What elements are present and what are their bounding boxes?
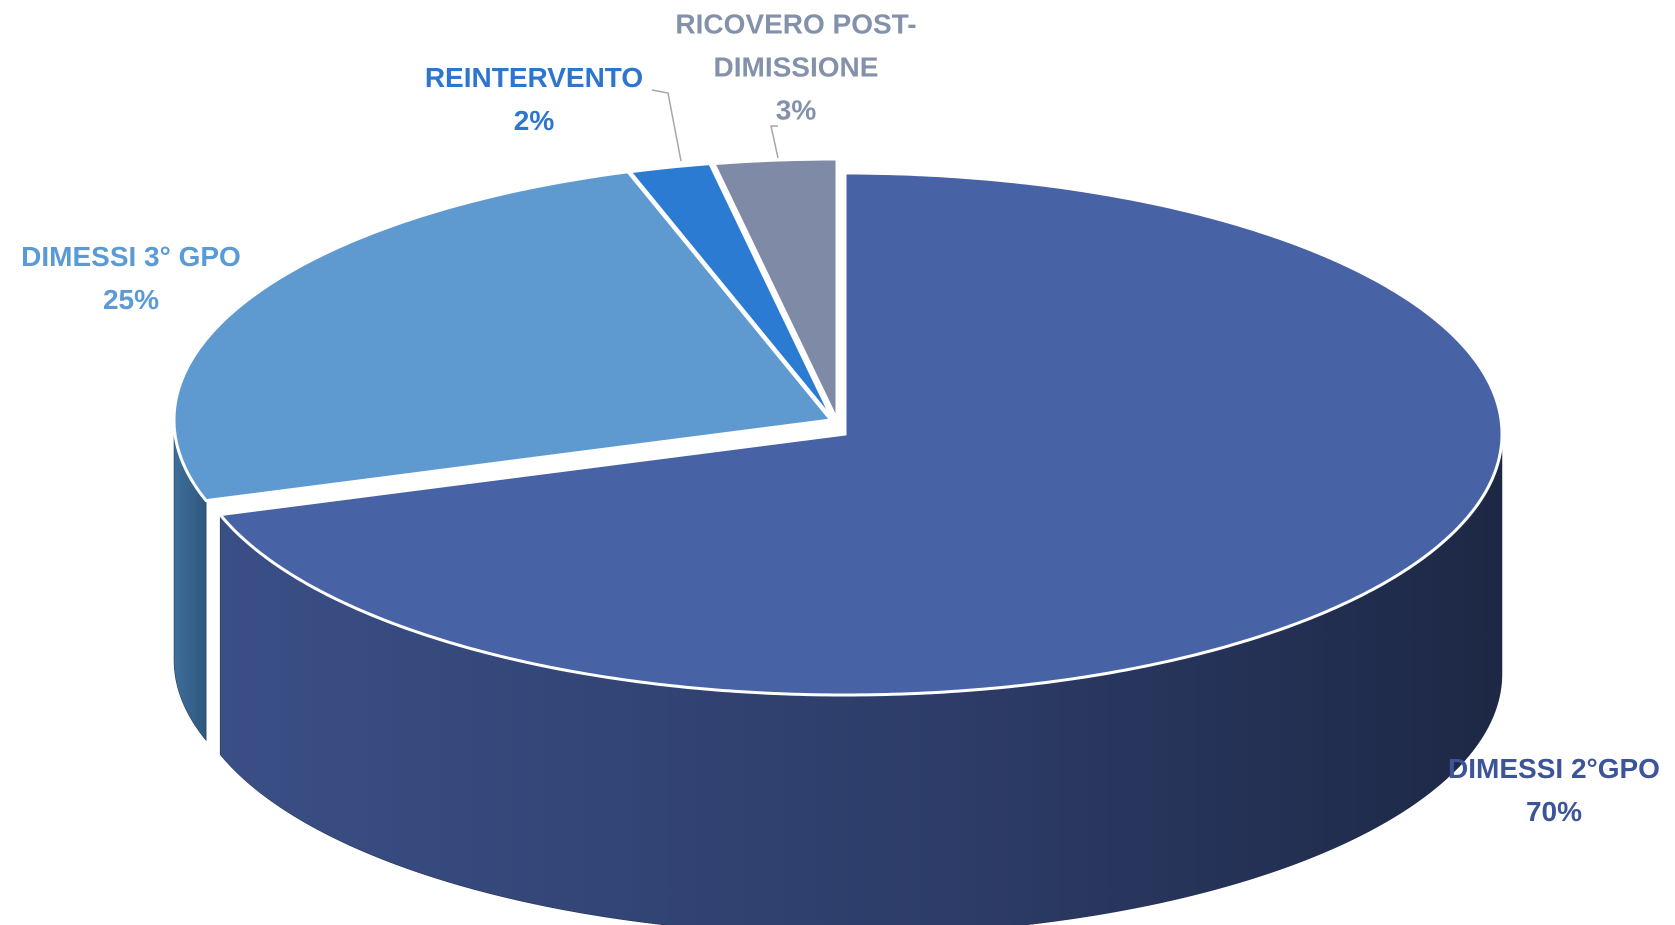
- data-label: REINTERVENTO 2%: [404, 56, 664, 142]
- label-value: 70%: [1525, 796, 1583, 827]
- pie-tops: [172, 157, 1504, 697]
- leader-line: [770, 125, 779, 159]
- label-value: 25%: [102, 284, 160, 315]
- label-name: RICOVERO POST-DIMISSIONE: [675, 8, 917, 83]
- pie-slice: [172, 170, 834, 503]
- leader-line: [651, 89, 682, 162]
- data-label: DIMESSI 3° GPO 25%: [0, 235, 281, 321]
- label-name: DIMESSI 2°GPO: [1448, 753, 1660, 784]
- label-value: 2%: [513, 105, 555, 136]
- label-value: 3%: [775, 94, 817, 126]
- pie-slice: [711, 157, 839, 421]
- label-name: REINTERVENTO: [424, 62, 644, 93]
- pie-slice: [217, 171, 1504, 697]
- label-name: DIMESSI 3° GPO: [21, 241, 241, 272]
- pie-slice: [627, 162, 835, 421]
- data-label: RICOVERO POST-DIMISSIONE 3%: [656, 3, 936, 132]
- data-label: DIMESSI 2°GPO 70%: [1424, 747, 1675, 833]
